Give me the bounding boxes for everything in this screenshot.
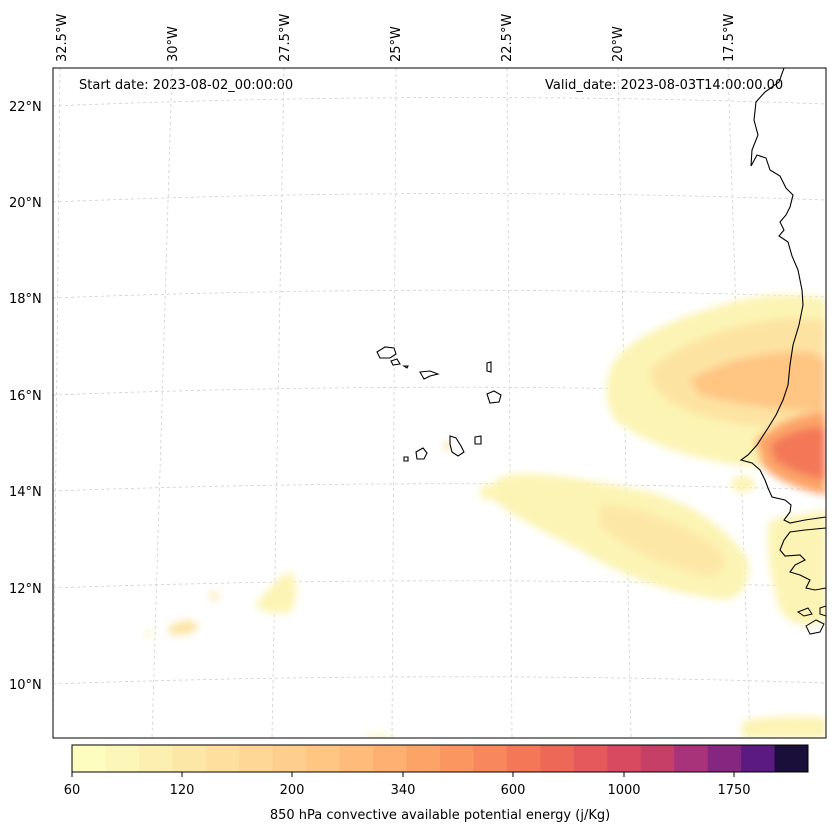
cb-label-1000: 1000 bbox=[607, 783, 640, 798]
meridian-20w bbox=[617, 68, 632, 738]
parallel-22n bbox=[53, 97, 826, 107]
meridian-17-5w bbox=[727, 68, 751, 738]
gridlines bbox=[53, 68, 826, 738]
cape-verde-islands bbox=[376, 346, 502, 462]
cape-region-north-core bbox=[690, 351, 826, 411]
colorbar-segment-11 bbox=[440, 745, 474, 772]
cape-region-southeast bbox=[768, 510, 826, 626]
colorbar-segment-19 bbox=[707, 745, 742, 772]
island-brava bbox=[403, 456, 409, 462]
cb-label-1750: 1750 bbox=[717, 783, 750, 798]
cape-field bbox=[145, 295, 826, 738]
start-date-label: Start date: 2023-08-02_00:00:00 bbox=[79, 78, 294, 93]
cape-dot-2 bbox=[731, 476, 755, 492]
cape-region-south-band-core bbox=[600, 505, 724, 576]
colorbar-ticks bbox=[71, 772, 735, 777]
colorbar-segment-1 bbox=[105, 745, 140, 772]
colorbar bbox=[72, 745, 809, 772]
colorbar-segment-16 bbox=[607, 745, 642, 772]
colorbar-segment-12 bbox=[473, 745, 508, 772]
colorbar-segment-0 bbox=[72, 745, 106, 772]
map-frame bbox=[52, 67, 827, 739]
colorbar-segment-17 bbox=[640, 745, 675, 772]
meridian-30w bbox=[151, 68, 173, 738]
longitude-labels: 32.5°W 30°W 27.5°W 25°W 22.5°W 20°W 17.5… bbox=[55, 14, 737, 62]
meridian-25w bbox=[391, 68, 397, 738]
parallel-20n bbox=[53, 193, 826, 203]
colorbar-segment-4 bbox=[205, 745, 240, 772]
island-boa-vista bbox=[486, 390, 502, 404]
island-fogo bbox=[415, 447, 428, 460]
cape-region-southwest-patch bbox=[168, 620, 198, 635]
island-santa-luzia bbox=[402, 365, 409, 369]
lon-label-22-5w: 22.5°W bbox=[500, 14, 515, 62]
colorbar-segment-6 bbox=[272, 745, 307, 772]
lat-label-14n: 14°N bbox=[9, 485, 42, 500]
colorbar-tick-labels: 60 120 200 340 600 1000 1750 bbox=[64, 783, 751, 798]
parallel-18n bbox=[53, 289, 826, 299]
colorbar-segment-9 bbox=[373, 745, 408, 772]
colorbar-segment-3 bbox=[172, 745, 207, 772]
cape-region-coast-core bbox=[770, 427, 826, 480]
cape-dot-3 bbox=[210, 592, 218, 600]
colorbar-segment-8 bbox=[339, 745, 374, 772]
colorbar-segment-18 bbox=[674, 745, 709, 772]
cape-region-south-small bbox=[365, 733, 392, 738]
lat-label-22n: 22°N bbox=[9, 100, 42, 115]
cape-dot-1 bbox=[480, 484, 496, 500]
island-sao-vicente bbox=[390, 358, 401, 366]
colorbar-segment-14 bbox=[540, 745, 575, 772]
lon-label-20w: 20°W bbox=[611, 26, 626, 62]
africa-coastline-islands bbox=[796, 605, 826, 635]
cape-region-west-patch bbox=[255, 572, 296, 614]
lon-label-32-5w: 32.5°W bbox=[55, 14, 70, 62]
lon-label-17-5w: 17.5°W bbox=[722, 14, 737, 62]
lon-label-27-5w: 27.5°W bbox=[278, 14, 293, 62]
parallel-10n bbox=[53, 676, 826, 685]
lat-label-16n: 16°N bbox=[9, 389, 42, 404]
lat-label-18n: 18°N bbox=[9, 292, 42, 307]
colorbar-frame bbox=[71, 744, 809, 773]
colorbar-segment-2 bbox=[138, 745, 173, 772]
colorbar-segment-10 bbox=[406, 745, 441, 772]
colorbar-segment-13 bbox=[506, 745, 541, 772]
cb-label-60: 60 bbox=[64, 783, 81, 798]
lat-label-20n: 20°N bbox=[9, 196, 42, 211]
africa-coastline-south bbox=[779, 527, 826, 591]
cb-label-340: 340 bbox=[391, 783, 416, 798]
island-sal bbox=[486, 361, 492, 373]
meridian-22-5w bbox=[506, 68, 513, 738]
island-santiago bbox=[449, 435, 465, 457]
colorbar-segment-20 bbox=[741, 745, 776, 772]
colorbar-segment-21 bbox=[774, 745, 809, 772]
meridian-32-5w bbox=[53, 68, 61, 738]
lat-label-10n: 10°N bbox=[9, 678, 42, 693]
island-sao-nicolau bbox=[419, 370, 440, 380]
valid-date-label: Valid_date: 2023-08-03T14:00:00.00 bbox=[545, 78, 784, 93]
island-santo-antao bbox=[376, 346, 397, 359]
colorbar-segment-7 bbox=[306, 745, 341, 772]
cb-label-120: 120 bbox=[170, 783, 195, 798]
africa-coastline bbox=[739, 68, 826, 524]
lon-label-30w: 30°W bbox=[166, 26, 181, 62]
cb-label-600: 600 bbox=[501, 783, 526, 798]
cape-region-south-edge bbox=[742, 716, 826, 738]
colorbar-segment-5 bbox=[239, 745, 274, 772]
cb-label-200: 200 bbox=[280, 783, 305, 798]
latitude-labels: 22°N 20°N 18°N 16°N 14°N 12°N 10°N bbox=[9, 100, 42, 693]
meridian-27-5w bbox=[271, 68, 285, 738]
colorbar-label: 850 hPa convective available potential e… bbox=[269, 808, 611, 823]
island-maio bbox=[474, 435, 482, 445]
lat-label-12n: 12°N bbox=[9, 582, 42, 597]
lon-label-25w: 25°W bbox=[389, 26, 404, 62]
cape-dot-4 bbox=[145, 631, 153, 637]
parallel-14n bbox=[53, 483, 826, 492]
colorbar-segment-15 bbox=[573, 745, 608, 772]
